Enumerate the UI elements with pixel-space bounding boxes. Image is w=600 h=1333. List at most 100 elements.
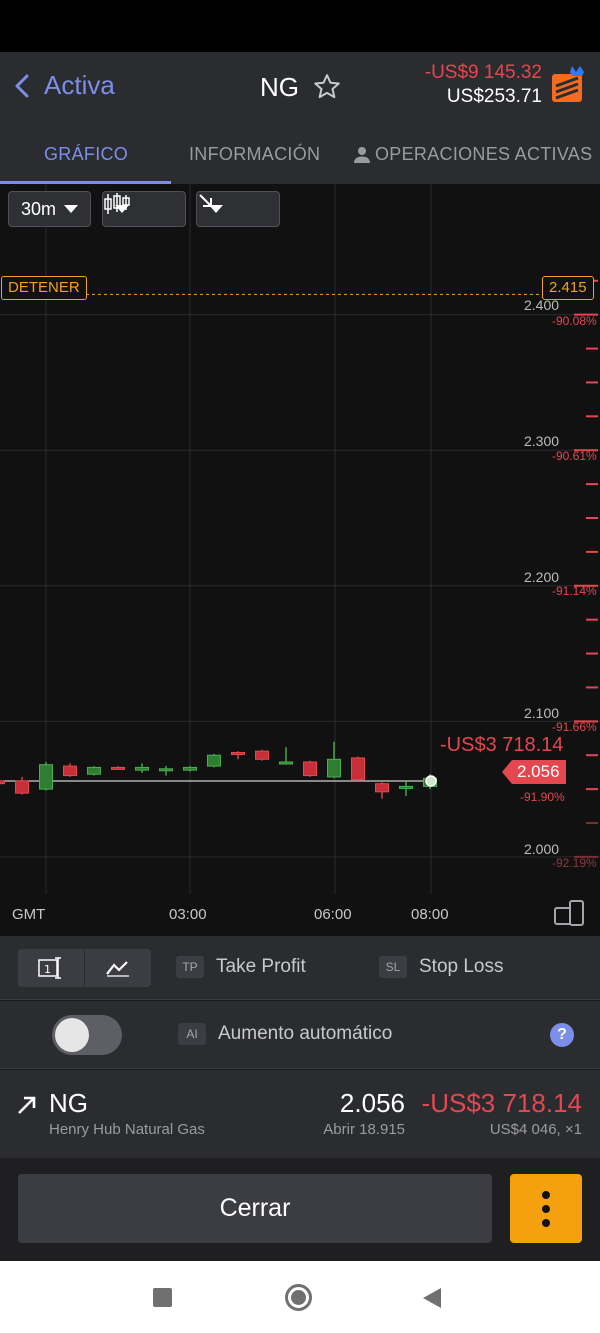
- stop-loss-button[interactable]: SL Stop Loss: [379, 956, 504, 978]
- current-price-pct: -91.90%: [520, 790, 565, 804]
- chevron-down-icon: [209, 205, 223, 213]
- help-icon[interactable]: ?: [550, 1023, 574, 1047]
- timeframe-dropdown[interactable]: 30m: [8, 191, 91, 227]
- chart-canvas[interactable]: [0, 184, 600, 936]
- current-price-tag: 2.056: [502, 760, 566, 784]
- asset-symbol: NG: [260, 72, 299, 102]
- candle-body: [327, 758, 341, 778]
- auto-increase-toggle[interactable]: [52, 1015, 122, 1055]
- position-symbol: NG: [49, 1088, 88, 1118]
- tab-active-trades-label: OPERACIONES ACTIVAS: [375, 144, 593, 164]
- current-pnl-label: -US$3 718.14: [440, 734, 564, 756]
- arrow-up-right-icon: [18, 1096, 36, 1114]
- candle-body: [207, 754, 221, 767]
- candle-body: [399, 785, 413, 789]
- timezone-label: GMT: [12, 906, 46, 923]
- tab-chart[interactable]: GRÁFICO: [44, 144, 129, 164]
- current-price-dot: [425, 775, 437, 787]
- candlestick-icon: [104, 193, 130, 214]
- direction-dropdown[interactable]: [196, 191, 280, 227]
- chevron-down-icon: [115, 205, 129, 213]
- y-tick-label: 2.000: [524, 841, 560, 857]
- more-dot: [542, 1190, 550, 1199]
- back-label: Activa: [44, 70, 115, 100]
- y-tick-label: 2.400: [524, 297, 560, 313]
- candle-body: [15, 780, 29, 794]
- account-balance: US$253.71: [446, 86, 542, 107]
- order-tools: 1 TP Take Profit SL Stop Loss: [0, 936, 600, 1000]
- y-tick-label: 2.100: [524, 705, 560, 721]
- tab-information[interactable]: INFORMACIÓN: [189, 144, 321, 164]
- candle-body: [39, 764, 53, 790]
- candle-body: [159, 768, 173, 772]
- stop-order-label[interactable]: DETENER: [1, 276, 87, 300]
- x-tick-label: 06:00: [314, 906, 352, 923]
- position-open-price: Abrir 18.915: [323, 1121, 405, 1138]
- auto-increase-item: AI Aumento automático: [178, 1023, 392, 1045]
- arrow-down-right-icon: [199, 194, 212, 207]
- candle-body: [183, 766, 197, 771]
- x-tick-label: 08:00: [411, 906, 449, 923]
- close-position-button[interactable]: Cerrar: [18, 1174, 492, 1243]
- more-options-button[interactable]: [510, 1174, 582, 1243]
- back-nav-icon[interactable]: [423, 1288, 441, 1308]
- y-tick-pct: -90.61%: [552, 449, 597, 463]
- auto-increase-label: Aumento automático: [218, 1023, 393, 1044]
- line-chart-button[interactable]: [84, 949, 151, 987]
- active-tab-indicator: [0, 181, 171, 184]
- recent-apps-icon[interactable]: [153, 1288, 172, 1307]
- favorite-star-icon[interactable]: [312, 72, 342, 107]
- header: Activa NG -US$9 145.32 US$253.71: [0, 52, 600, 122]
- tab-active-trades[interactable]: OPERACIONES ACTIVAS: [353, 144, 592, 165]
- position-price: 2.056: [339, 1088, 405, 1118]
- y-tick-label: 2.200: [524, 569, 560, 585]
- home-icon[interactable]: [285, 1284, 312, 1311]
- position-summary[interactable]: NG Henry Hub Natural Gas 2.056 -US$3 718…: [0, 1070, 600, 1158]
- more-dot: [542, 1218, 550, 1227]
- price-chart[interactable]: 30m DETENER 2.415 2.400 -90.08% 2.300 -9…: [0, 184, 600, 936]
- auto-increase-chip: AI: [178, 1023, 206, 1045]
- status-bar: [0, 0, 600, 52]
- toggle-knob: [55, 1018, 89, 1052]
- system-nav-bar: [0, 1261, 600, 1333]
- account-pnl: -US$9 145.32: [424, 62, 542, 83]
- person-icon: [354, 146, 370, 163]
- account-summary[interactable]: -US$9 145.32 US$253.71: [425, 62, 542, 110]
- back-button[interactable]: Activa: [14, 70, 115, 101]
- chevron-down-icon: [64, 205, 78, 213]
- stop-loss-chip: SL: [379, 956, 407, 978]
- candle-body: [135, 766, 149, 771]
- chevron-left-icon: [15, 74, 29, 97]
- svg-text:1: 1: [44, 963, 51, 976]
- candle-body: [303, 761, 317, 777]
- y-tick-pct: -91.14%: [552, 584, 597, 598]
- stop-loss-label: Stop Loss: [419, 956, 504, 977]
- candle-body: [231, 752, 245, 756]
- position-size: US$4 046, ×1: [489, 1121, 582, 1138]
- action-bar: Cerrar: [0, 1158, 600, 1261]
- candle-body: [63, 765, 77, 777]
- y-tick-pct: -90.08%: [552, 314, 597, 328]
- chart-type-dropdown[interactable]: [102, 191, 186, 227]
- stop-order-price[interactable]: 2.415: [542, 276, 594, 300]
- broker-logo-icon[interactable]: [550, 64, 586, 109]
- chart-mode-toggle: 1: [18, 949, 151, 987]
- candle-body: [375, 783, 389, 793]
- candle-body: [279, 761, 293, 765]
- single-chart-icon: 1: [38, 957, 61, 979]
- auto-increase-row: AI Aumento automático ?: [0, 1001, 600, 1069]
- y-tick-pct: -92.19%: [552, 856, 597, 870]
- candle-body: [351, 757, 365, 781]
- position-name: Henry Hub Natural Gas: [49, 1121, 205, 1138]
- position-pnl: -US$3 718.14: [421, 1088, 582, 1118]
- take-profit-button[interactable]: TP Take Profit: [176, 956, 306, 978]
- candle-body: [87, 766, 101, 775]
- x-tick-label: 03:00: [169, 906, 207, 923]
- take-profit-chip: TP: [176, 956, 204, 978]
- candle-body: [255, 750, 269, 760]
- more-dot: [542, 1204, 550, 1213]
- line-chart-icon: [106, 961, 129, 977]
- candle-body: [111, 766, 125, 770]
- single-chart-button[interactable]: 1: [18, 949, 84, 987]
- take-profit-label: Take Profit: [216, 956, 306, 977]
